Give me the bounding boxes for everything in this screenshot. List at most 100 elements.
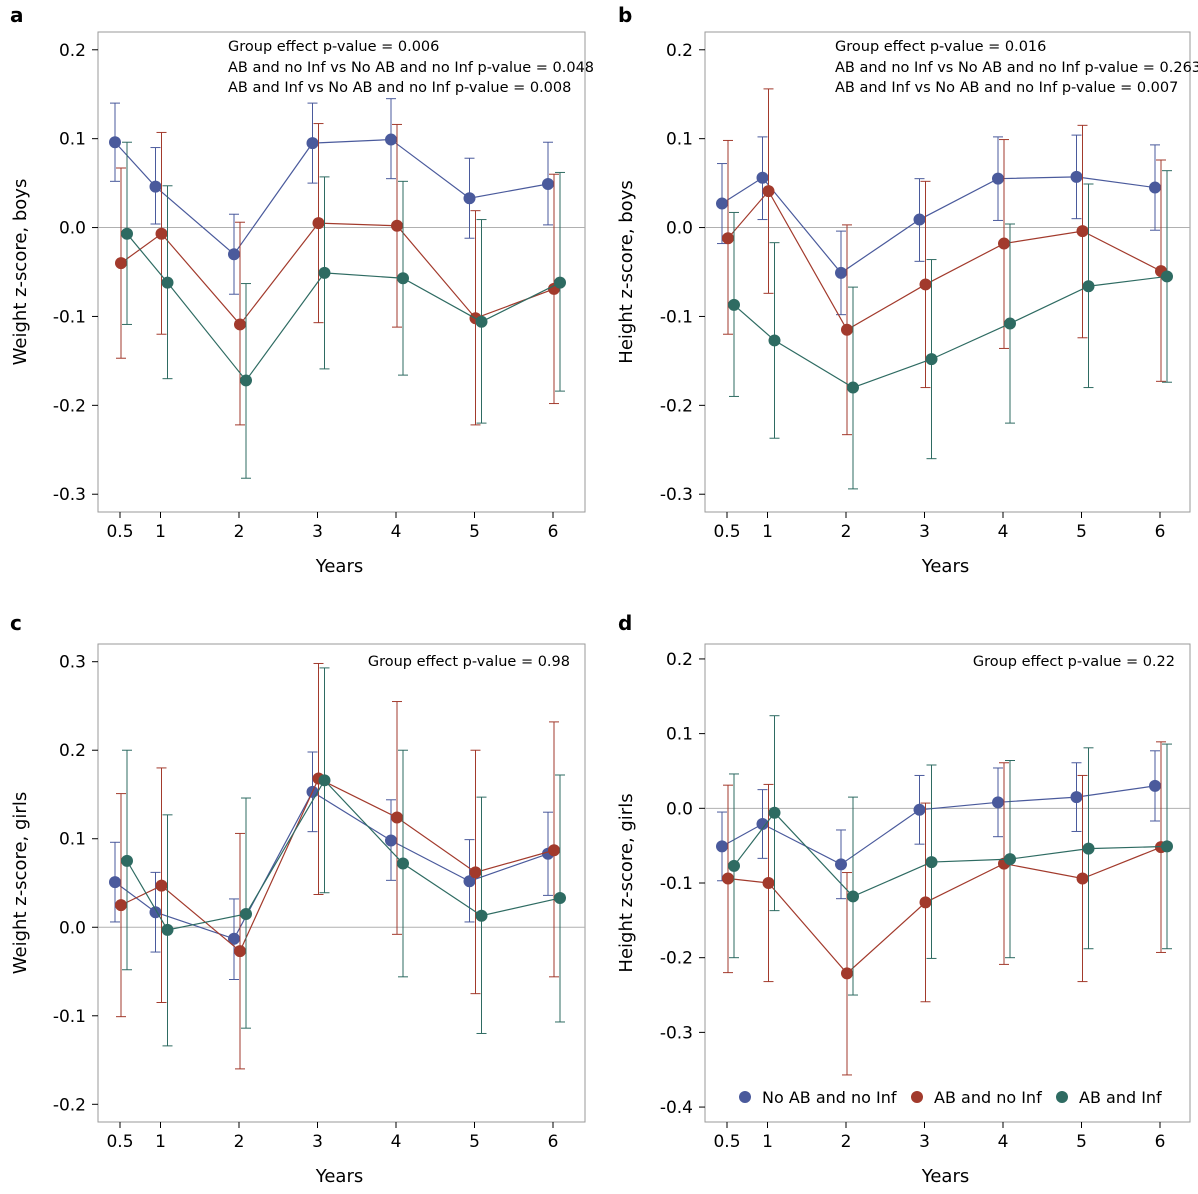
data-point (115, 899, 127, 912)
data-point (992, 796, 1004, 809)
x-tick-label: 0.5 (106, 1132, 133, 1152)
data-point (847, 381, 859, 394)
y-tick-label: -0.4 (660, 1098, 693, 1118)
panel-letter: d (618, 611, 632, 635)
data-point (161, 923, 174, 936)
y-tick-label: 0.2 (666, 41, 693, 61)
data-point (716, 197, 728, 210)
x-axis-title: Years (921, 1166, 970, 1187)
x-tick-label: 5 (1076, 522, 1087, 542)
y-tick-label: 0.0 (59, 918, 86, 938)
data-point (913, 803, 926, 816)
data-point (554, 276, 566, 289)
y-tick-label: 0.1 (59, 130, 86, 150)
data-point (919, 278, 932, 291)
data-point (847, 890, 859, 903)
data-point (756, 171, 769, 184)
y-tick-label: 0.2 (59, 741, 86, 761)
legend-label: AB and no Inf (934, 1088, 1042, 1107)
data-point (768, 806, 781, 819)
y-tick-label: 0.2 (59, 41, 86, 61)
panel-a: a 0.2 0.1 0.0 -0.1 -0.2 -0.3 0.5 1 2 3 4 5 6 Years Weig… (10, 3, 594, 577)
x-tick-label: 4 (998, 522, 1009, 542)
x-tick-label: 6 (1155, 1132, 1166, 1152)
data-point (475, 315, 488, 328)
series-line (126, 233, 561, 382)
y-tick-label: -0.1 (53, 307, 86, 327)
series-no-ab-and-no-inf (109, 751, 554, 980)
data-point (391, 811, 403, 824)
data-point (1070, 791, 1083, 804)
x-tick-label: 1 (762, 522, 773, 542)
x-tick-label: 6 (548, 522, 559, 542)
p-value-annotation: Group effect p-value = 0.016 (835, 39, 1046, 55)
series-no-ab-and-no-inf (109, 98, 554, 295)
x-tick-label: 0.5 (713, 522, 740, 542)
series-ab-and-no-inf (722, 741, 1167, 1076)
series-ab-and-no-inf (115, 662, 560, 1070)
data-point (312, 217, 325, 230)
x-tick-label: 6 (1155, 522, 1166, 542)
data-point (1082, 842, 1095, 855)
series-line (120, 777, 555, 953)
legend-label: No AB and no Inf (762, 1088, 897, 1107)
data-point (554, 892, 566, 905)
x-tick-label: 2 (841, 522, 852, 542)
plot-frame (97, 31, 586, 513)
legend-label: AB and Inf (1079, 1088, 1162, 1107)
x-tick-label: 0.5 (106, 522, 133, 542)
y-tick-label: 0.0 (666, 219, 693, 239)
y-axis-title: Weight z-score, boys (10, 179, 31, 366)
data-point (385, 133, 397, 146)
x-axis-title: Years (315, 556, 364, 577)
x-tick-label: 3 (312, 1132, 323, 1152)
legend-marker (739, 1091, 751, 1103)
legend-marker (1056, 1091, 1068, 1103)
data-point (240, 374, 252, 387)
data-point (722, 872, 734, 885)
series-ab-and-inf (728, 170, 1173, 490)
p-value-annotation: AB and Inf vs No AB and no Inf p-value =… (835, 80, 1178, 96)
y-tick-label: 0.1 (59, 830, 86, 850)
p-value-annotation: Group effect p-value = 0.006 (228, 39, 439, 55)
p-value-annotation: AB and no Inf vs No AB and no Inf p-valu… (835, 60, 1198, 76)
x-axis-title: Years (921, 556, 970, 577)
data-point (1149, 181, 1161, 194)
data-point (919, 896, 932, 909)
series-ab-and-inf (121, 667, 566, 1047)
data-point (318, 266, 331, 279)
y-tick-label: 0.0 (59, 219, 86, 239)
y-tick-label: 0.1 (666, 725, 693, 745)
data-point (306, 137, 319, 150)
series-line (126, 779, 561, 931)
y-tick-label: -0.2 (53, 396, 86, 416)
x-tick-label: 1 (155, 1132, 166, 1152)
data-point (469, 866, 482, 879)
data-point (1082, 280, 1095, 293)
data-point (1076, 872, 1089, 885)
p-value-annotation: Group effect p-value = 0.22 (973, 654, 1175, 670)
y-tick-label: 0.0 (666, 799, 693, 819)
y-axis-title: Height z-score, girls (616, 793, 637, 972)
data-point (542, 178, 554, 190)
data-point (463, 875, 476, 888)
x-tick-label: 3 (919, 522, 930, 542)
legend-marker (911, 1091, 923, 1103)
x-tick-label: 2 (234, 1132, 245, 1152)
x-axis-title: Years (315, 1166, 364, 1187)
y-tick-label: 0.1 (666, 130, 693, 150)
series-ab-and-no-inf (722, 88, 1167, 436)
y-axis-title: Weight z-score, girls (10, 792, 31, 974)
x-tick-label: 5 (1076, 1132, 1087, 1152)
series-line (114, 138, 549, 256)
x-tick-label: 4 (391, 522, 402, 542)
data-point (228, 932, 240, 945)
x-tick-label: 5 (469, 522, 480, 542)
x-tick-label: 1 (155, 522, 166, 542)
data-point (240, 907, 252, 920)
plot-frame (704, 31, 1191, 513)
y-tick-label: -0.1 (53, 1007, 86, 1027)
data-point (756, 817, 769, 830)
data-point (998, 237, 1010, 250)
